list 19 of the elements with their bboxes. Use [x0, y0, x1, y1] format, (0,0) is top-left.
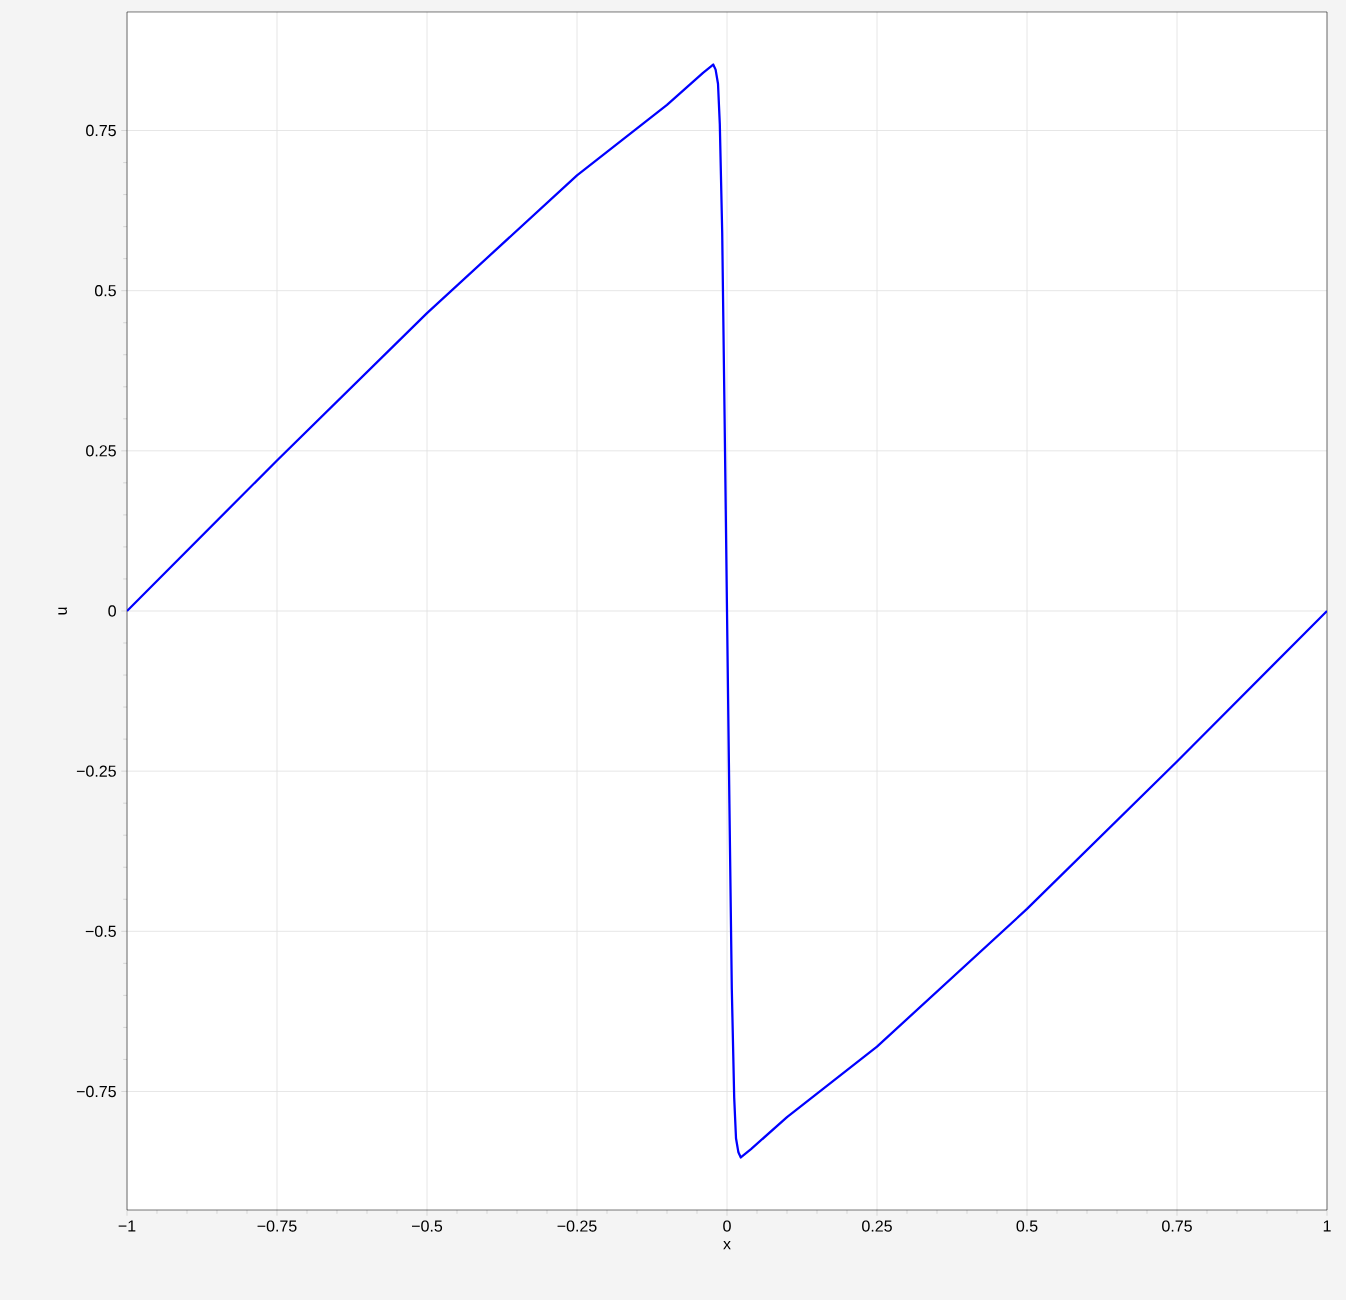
y-tick-label: 0.75 [86, 124, 116, 137]
x-axis-title: x [723, 1240, 731, 1250]
line-series [127, 63, 1328, 1159]
x-tick-label: −1 [118, 1220, 136, 1232]
x-tick-label: −0.75 [257, 1220, 297, 1232]
x-tick-label: 0.25 [862, 1220, 892, 1232]
y-tick-label: −0.5 [85, 925, 116, 937]
x-tick-label: 0.5 [1016, 1220, 1038, 1232]
y-tick-label: −0.25 [76, 765, 116, 777]
x-tick-label: −0.5 [412, 1220, 443, 1232]
x-tick-label: −0.25 [557, 1220, 597, 1232]
y-tick-label: 0.5 [94, 285, 116, 297]
x-tick-label: 0 [723, 1220, 731, 1232]
y-tick-label: −0.75 [76, 1085, 116, 1098]
x-tick-label: 1 [1323, 1220, 1331, 1232]
x-tick-label: 0.75 [1162, 1220, 1192, 1232]
y-tick-label: 0 [108, 605, 116, 617]
y-axis-title: u [58, 607, 67, 615]
y-tick-label: 0.25 [86, 445, 116, 457]
